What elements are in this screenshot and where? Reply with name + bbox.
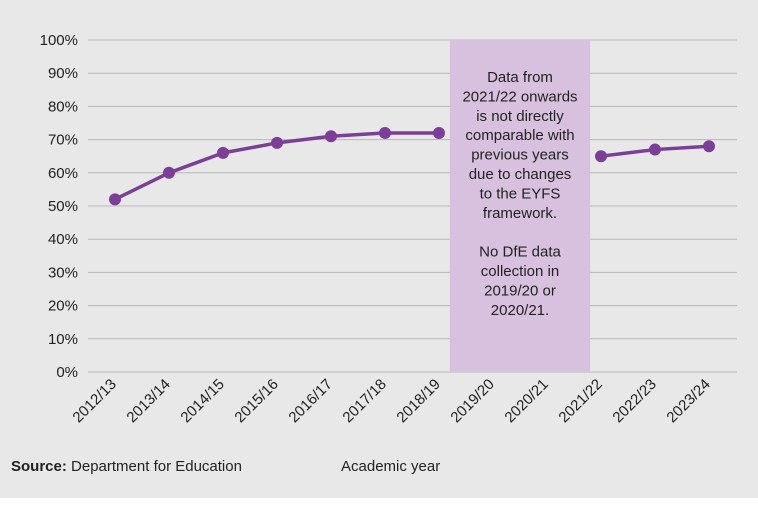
x-axis-title: Academic year bbox=[341, 458, 441, 475]
data-point bbox=[379, 126, 391, 139]
annotation-line: collection in bbox=[481, 263, 559, 280]
x-tick-label: 2014/15 bbox=[177, 376, 227, 426]
x-tick-label: 2020/21 bbox=[501, 376, 551, 426]
annotation-line: previous years bbox=[471, 147, 569, 164]
data-point bbox=[595, 150, 607, 163]
x-tick-label: 2015/16 bbox=[231, 376, 281, 426]
annotation-line: framework. bbox=[483, 205, 557, 222]
data-point bbox=[433, 126, 445, 139]
data-point bbox=[217, 146, 229, 159]
gridlines bbox=[88, 39, 737, 373]
source-label: Source: bbox=[11, 458, 67, 475]
annotation-rect bbox=[449, 40, 591, 372]
x-tick-label: 2021/22 bbox=[555, 376, 605, 426]
y-tick-label: 50% bbox=[48, 198, 78, 215]
x-tick-label: 2013/14 bbox=[123, 376, 173, 426]
y-tick-label: 70% bbox=[48, 132, 78, 149]
y-tick-label: 40% bbox=[48, 231, 78, 248]
data-point bbox=[325, 130, 337, 143]
x-tick-label: 2023/24 bbox=[663, 376, 713, 426]
y-axis: 0% 10% 20% 30% 40% 50% 60% 70% 80% 90% 100% bbox=[40, 32, 78, 381]
annotation-line: comparable with bbox=[465, 127, 574, 144]
data-point bbox=[271, 136, 283, 149]
y-tick-label: 100% bbox=[40, 32, 78, 49]
annotation-line: due to changes bbox=[469, 166, 572, 183]
data-point bbox=[703, 140, 715, 153]
source-text: Department for Education bbox=[66, 458, 242, 475]
source-note: Source: Department for Education bbox=[11, 458, 242, 475]
data-point bbox=[649, 143, 661, 156]
data-point bbox=[163, 166, 175, 179]
annotation-line: Data from bbox=[487, 69, 553, 86]
x-tick-label: 2016/17 bbox=[285, 376, 335, 426]
y-tick-label: 80% bbox=[48, 98, 78, 115]
annotation-line: 2019/20 or bbox=[484, 282, 556, 299]
x-tick-label: 2017/18 bbox=[339, 376, 389, 426]
x-tick-label: 2018/19 bbox=[393, 376, 443, 426]
y-tick-label: 90% bbox=[48, 65, 78, 82]
x-tick-label: 2012/13 bbox=[69, 376, 119, 426]
annotation-line: to the EYFS bbox=[480, 185, 561, 202]
y-tick-label: 60% bbox=[48, 165, 78, 182]
annotation-line: No DfE data bbox=[479, 244, 561, 261]
y-tick-label: 20% bbox=[48, 298, 78, 315]
y-tick-label: 30% bbox=[48, 264, 78, 281]
annotation-line: 2021/22 onwards bbox=[462, 88, 577, 105]
x-axis: 2012/13 2013/14 2014/15 2015/16 2016/17 2017/… bbox=[69, 376, 713, 426]
x-tick-label: 2022/23 bbox=[609, 376, 659, 426]
annotation-line: 2020/21. bbox=[491, 302, 549, 319]
x-tick-label: 2019/20 bbox=[447, 376, 497, 426]
annotation-line: is not directly bbox=[476, 108, 564, 125]
annotation-box: Data from 2021/22 onwards is not directly c… bbox=[449, 40, 591, 372]
y-tick-label: 0% bbox=[56, 364, 78, 381]
series-line bbox=[109, 126, 715, 206]
y-tick-label: 10% bbox=[48, 331, 78, 348]
data-point bbox=[109, 193, 121, 206]
